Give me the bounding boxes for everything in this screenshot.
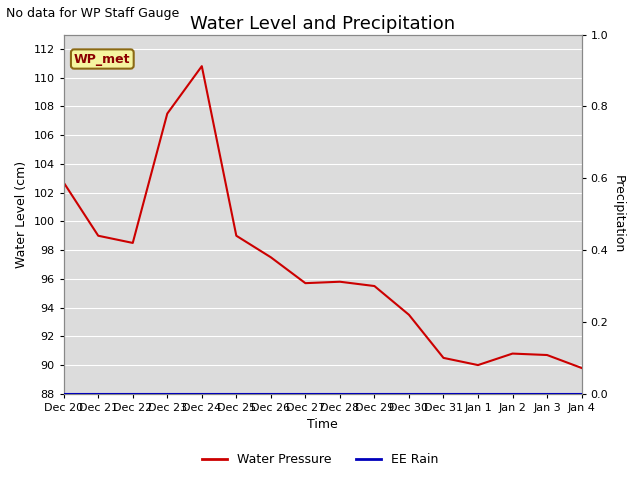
Y-axis label: Precipitation: Precipitation <box>612 175 625 253</box>
Legend: Water Pressure, EE Rain: Water Pressure, EE Rain <box>196 448 444 471</box>
X-axis label: Time: Time <box>307 419 338 432</box>
Text: No data for WP Staff Gauge: No data for WP Staff Gauge <box>6 7 180 20</box>
Title: Water Level and Precipitation: Water Level and Precipitation <box>190 15 455 33</box>
Y-axis label: Water Level (cm): Water Level (cm) <box>15 161 28 268</box>
Text: WP_met: WP_met <box>74 52 131 65</box>
